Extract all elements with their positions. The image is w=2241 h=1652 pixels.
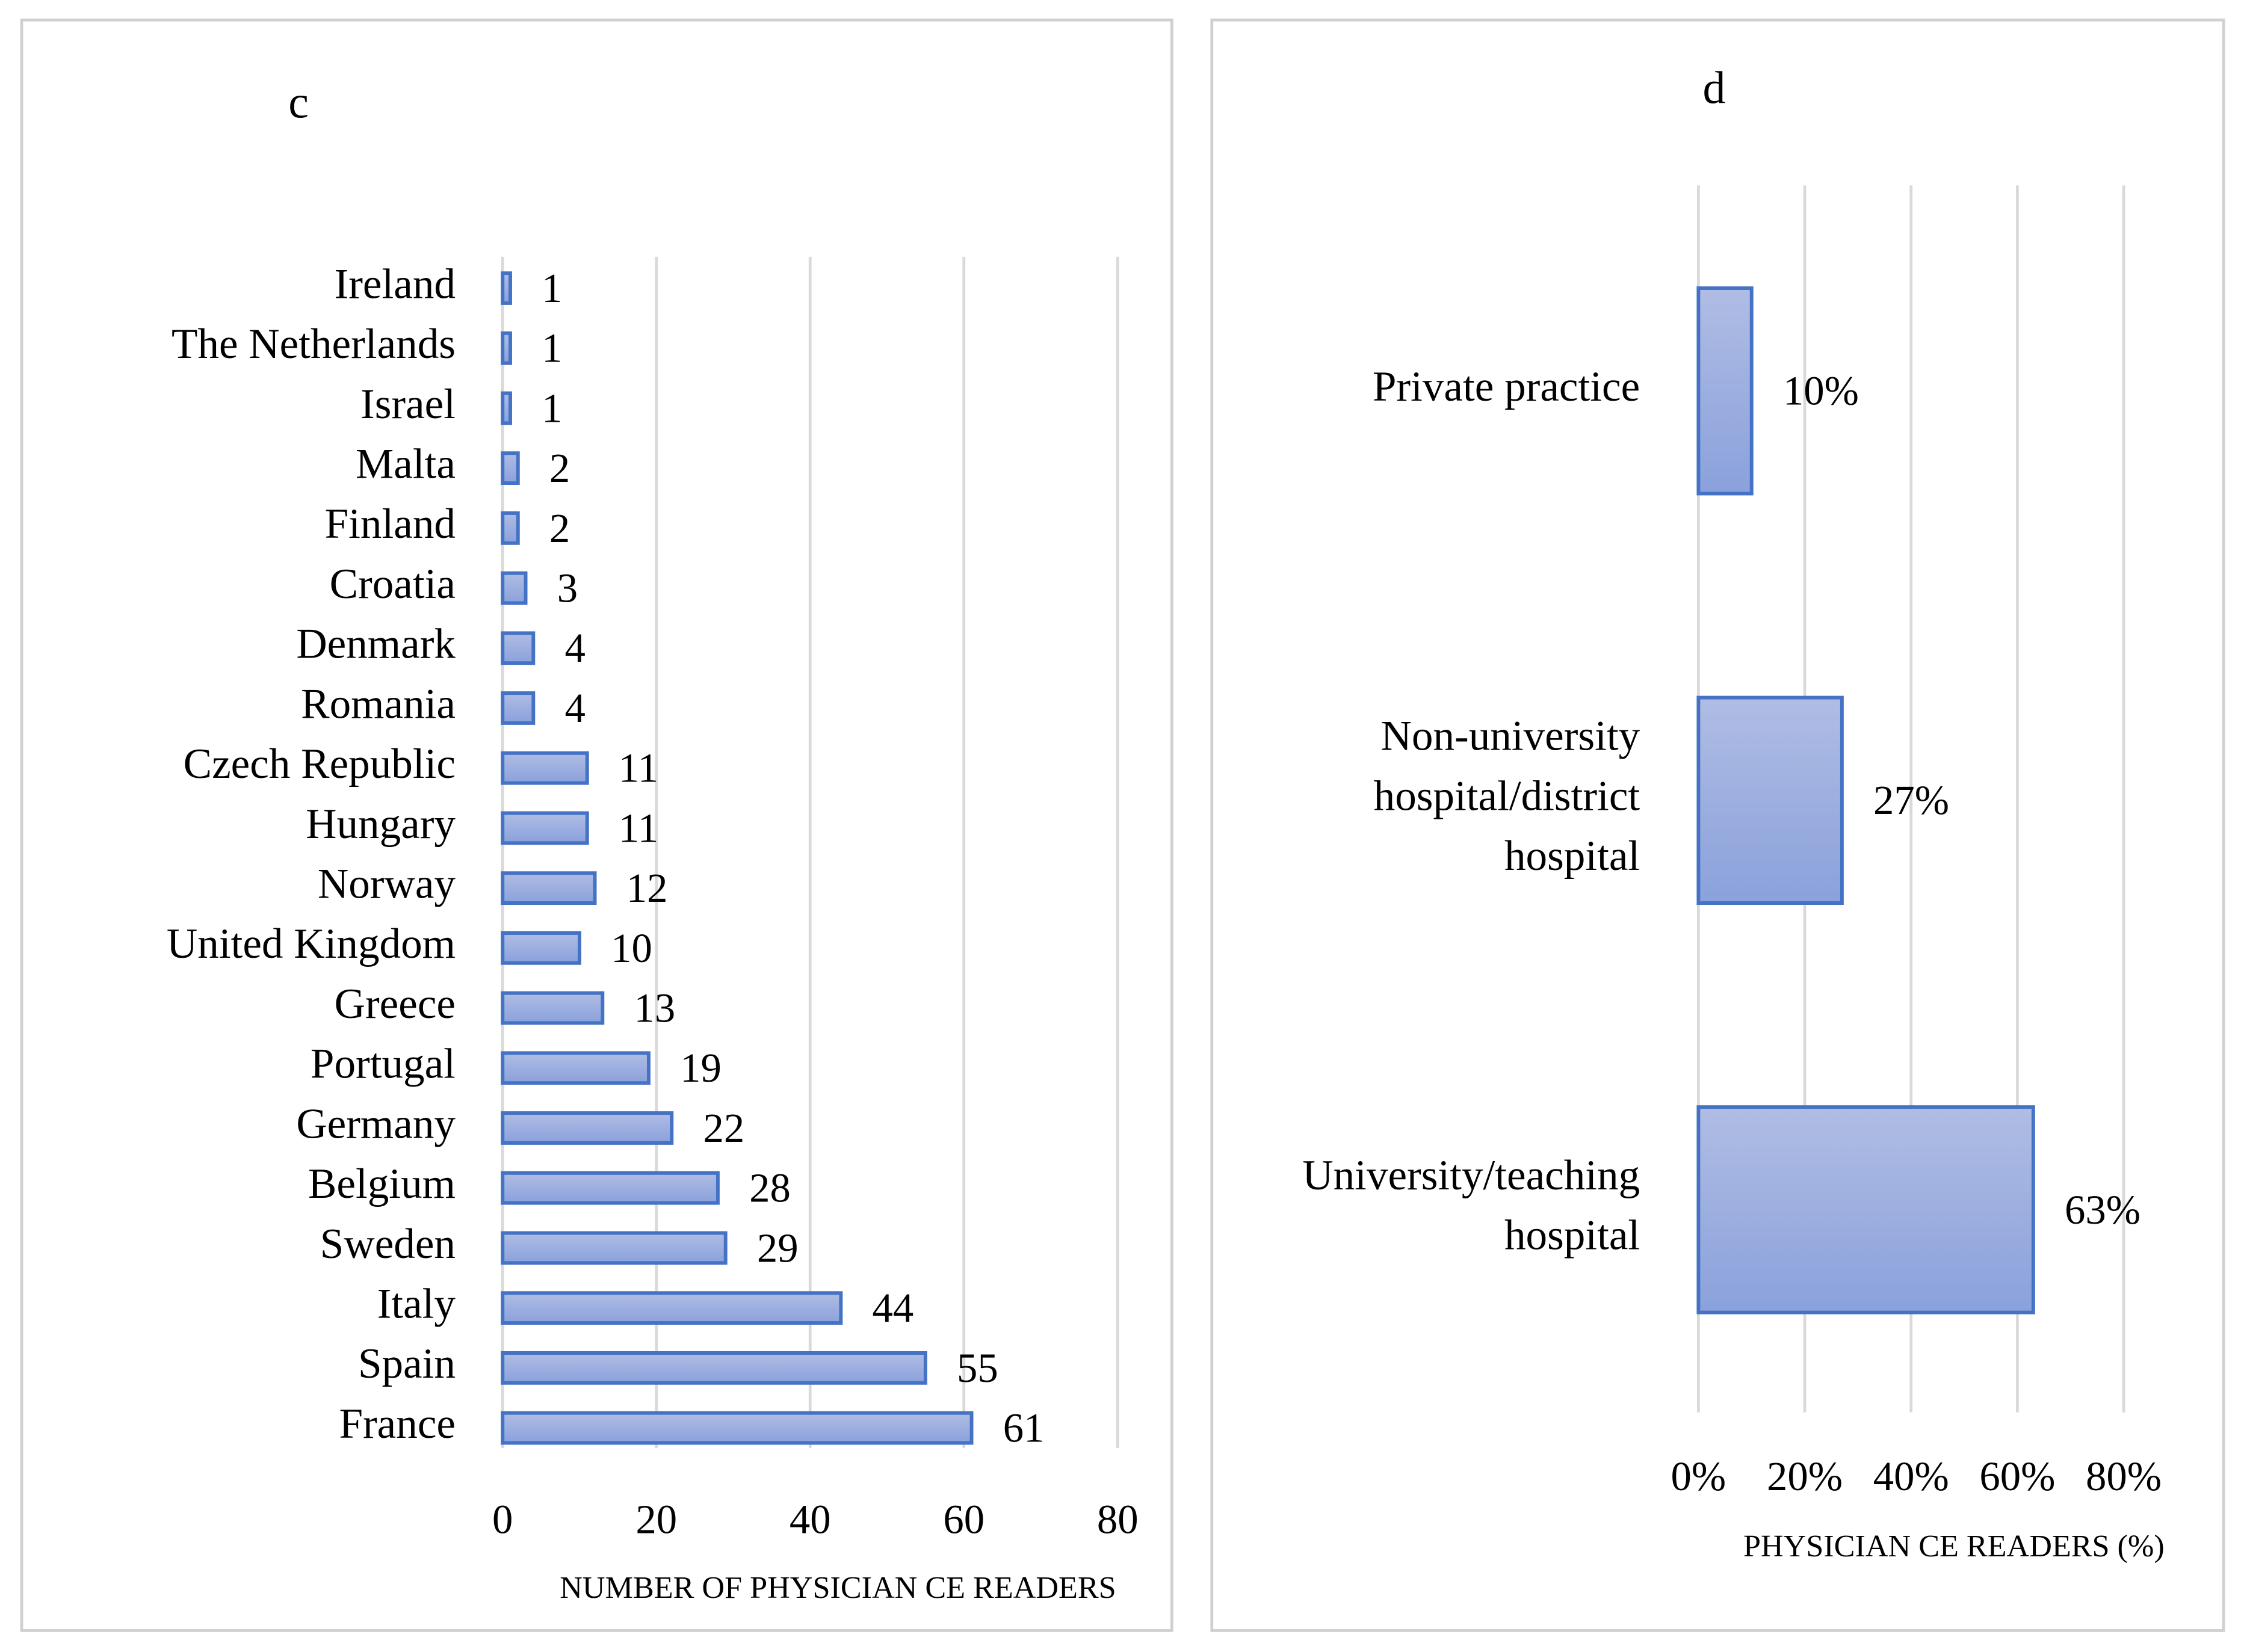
x-tick-label: 0 xyxy=(492,1496,513,1542)
value-label: 1 xyxy=(542,385,562,431)
category-label: Czech Republic xyxy=(184,741,456,787)
category-label: France xyxy=(339,1401,456,1447)
bar xyxy=(501,751,589,785)
value-label: 11 xyxy=(619,745,658,791)
bar xyxy=(501,391,512,425)
x-tick-label: 80 xyxy=(1097,1496,1139,1542)
x-tick-label: 60 xyxy=(943,1496,984,1542)
value-label: 2 xyxy=(549,505,570,551)
category-label: Israel xyxy=(360,381,456,428)
category-label: Denmark xyxy=(296,621,456,668)
x-tick-label: 40 xyxy=(790,1496,831,1542)
chart-title: c xyxy=(288,77,309,128)
x-tick-label: 20 xyxy=(635,1496,677,1542)
bar xyxy=(501,1171,720,1205)
bar xyxy=(501,1411,974,1445)
category-label: Italy xyxy=(377,1280,456,1327)
value-label: 29 xyxy=(757,1225,799,1271)
bar xyxy=(501,1231,728,1265)
bar xyxy=(1696,695,1844,905)
value-label: 61 xyxy=(1003,1405,1045,1450)
bar xyxy=(501,1291,843,1325)
x-axis-label: NUMBER OF PHYSICIAN CE READERS xyxy=(560,1571,1116,1605)
value-label: 1 xyxy=(542,325,562,371)
value-label: 22 xyxy=(703,1105,744,1151)
bar xyxy=(501,511,520,545)
value-label: 1 xyxy=(542,265,562,311)
bar xyxy=(501,631,536,665)
value-label: 44 xyxy=(873,1285,914,1331)
x-tick-label: 60% xyxy=(1979,1453,2055,1499)
bar xyxy=(501,991,605,1025)
x-tick-label: 40% xyxy=(1873,1453,1949,1499)
category-label: Sweden xyxy=(320,1221,456,1268)
x-axis-label: PHYSICIAN CE READERS (%) xyxy=(1743,1529,2165,1564)
value-label: 13 xyxy=(634,985,675,1031)
bar xyxy=(501,691,536,725)
category-label: Portugal xyxy=(311,1041,456,1088)
bar xyxy=(501,931,581,965)
bar xyxy=(501,1051,651,1085)
category-label: Greece xyxy=(335,981,456,1028)
value-label: 11 xyxy=(619,805,658,851)
category-label: Croatia xyxy=(330,561,456,608)
bar xyxy=(501,1351,927,1385)
x-tick-label: 0% xyxy=(1671,1453,1726,1499)
value-label: 4 xyxy=(564,625,585,671)
x-tick-label: 80% xyxy=(2086,1453,2162,1499)
category-label: The Netherlands xyxy=(172,321,456,368)
bar xyxy=(1696,286,1754,496)
category-label: University/teaching hospital xyxy=(1302,1152,1640,1259)
category-label: Finland xyxy=(325,501,456,547)
x-tick-label: 20% xyxy=(1767,1453,1843,1499)
bar xyxy=(501,1111,674,1145)
bar xyxy=(501,331,512,365)
chart-title: d xyxy=(1703,63,1726,114)
bar xyxy=(1696,1105,2035,1315)
value-label: 4 xyxy=(564,685,585,731)
value-label: 2 xyxy=(549,445,570,491)
category-label: Non-university hospital/district hospital xyxy=(1374,713,1640,880)
category-label: Private practice xyxy=(1373,363,1640,410)
category-label: Hungary xyxy=(306,801,456,848)
category-label: Ireland xyxy=(335,260,456,307)
bar xyxy=(501,271,512,305)
category-label: Malta xyxy=(356,440,456,487)
bar xyxy=(501,811,589,845)
value-label: 27% xyxy=(1873,777,1949,823)
category-label: Spain xyxy=(358,1340,456,1387)
value-label: 3 xyxy=(557,565,578,611)
value-label: 10 xyxy=(611,925,652,971)
value-label: 55 xyxy=(957,1345,998,1391)
category-label: Germany xyxy=(296,1100,456,1147)
value-label: 10% xyxy=(1783,368,1859,414)
bar xyxy=(501,571,528,605)
panel-border xyxy=(1210,18,2225,1632)
bar xyxy=(501,451,520,485)
category-label: Belgium xyxy=(308,1160,456,1207)
bar xyxy=(501,871,597,905)
value-label: 63% xyxy=(2065,1187,2141,1233)
value-label: 19 xyxy=(680,1045,722,1091)
panel-border xyxy=(20,18,1173,1632)
value-label: 12 xyxy=(626,865,668,911)
category-label: United Kingdom xyxy=(167,920,456,967)
category-label: Romania xyxy=(301,680,456,727)
category-label: Norway xyxy=(318,860,456,907)
value-label: 28 xyxy=(749,1165,791,1211)
